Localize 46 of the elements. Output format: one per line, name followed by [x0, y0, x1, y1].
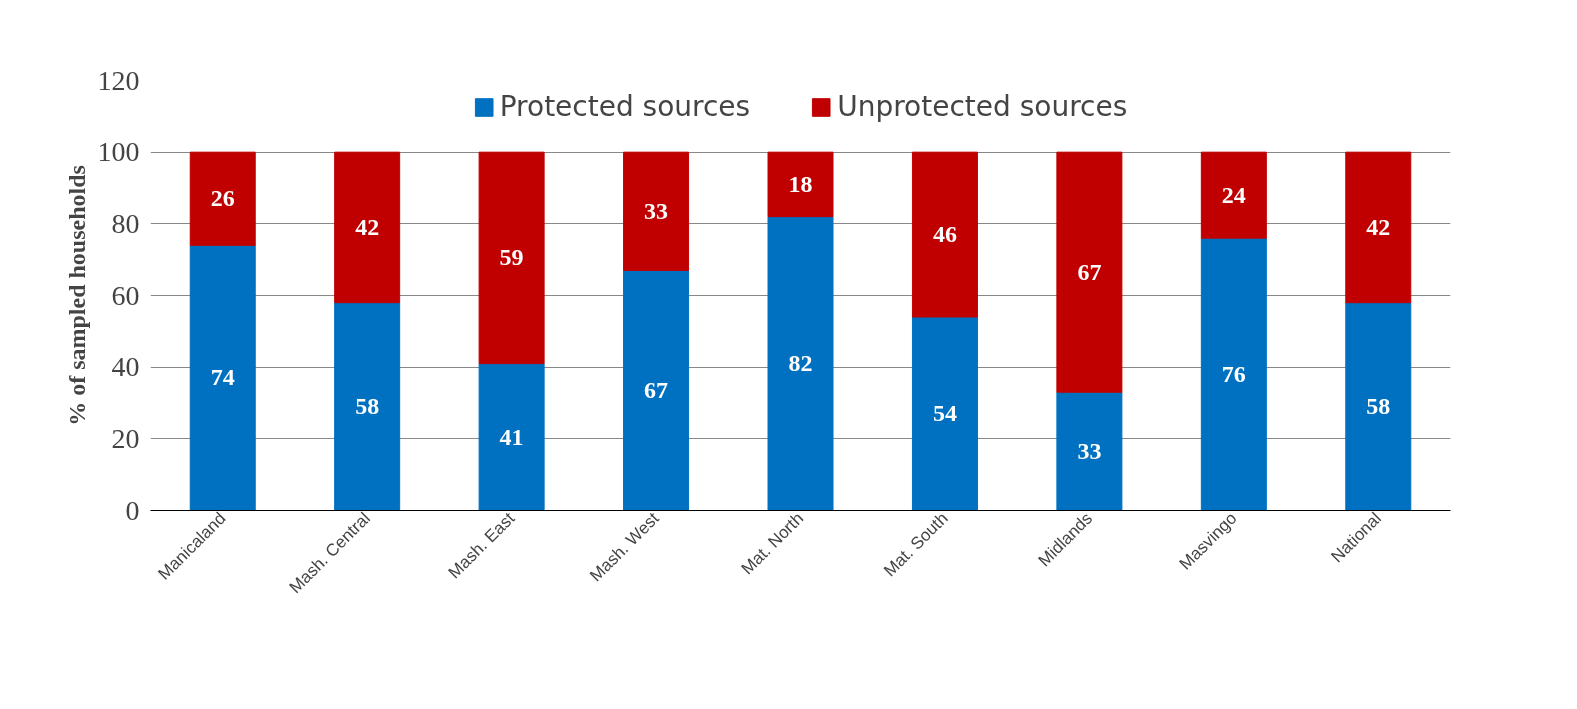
data-label: 26 [210, 185, 235, 212]
data-label: 58 [1366, 393, 1391, 420]
data-label: 76 [1221, 360, 1246, 387]
bar [334, 302, 401, 511]
data-label: 82 [788, 350, 813, 377]
data-label: 54 [932, 400, 957, 427]
bar [334, 151, 401, 304]
data-label: 59 [499, 244, 524, 271]
y-tick-label: 80 [111, 207, 140, 239]
y-tick-label: 60 [111, 279, 140, 311]
bar [1056, 391, 1123, 511]
bar [911, 151, 978, 318]
data-label: 41 [499, 423, 524, 450]
bar [623, 269, 690, 511]
data-label: 58 [355, 393, 380, 420]
data-label: 42 [1366, 213, 1391, 240]
bar [1200, 237, 1267, 511]
bar [189, 244, 256, 511]
y-tick-label: 0 [125, 494, 140, 526]
y-tick-label: 40 [111, 351, 140, 383]
data-label: 67 [1077, 258, 1102, 285]
legend-label: Unprotected sources [837, 90, 1128, 123]
bar [1345, 151, 1412, 304]
y-tick-label: 20 [111, 422, 140, 454]
bar [1056, 151, 1123, 393]
bar [1345, 302, 1412, 511]
y-axis-title: % of sampled households [63, 165, 90, 426]
data-label: 42 [355, 213, 380, 240]
bar [623, 151, 690, 271]
bar [1200, 151, 1267, 239]
bar [189, 151, 256, 246]
y-tick-label: 100 [97, 136, 140, 168]
bar [478, 363, 545, 511]
data-label: 33 [644, 197, 669, 224]
bar [911, 316, 978, 511]
y-tick-label: 120 [97, 64, 140, 96]
data-label: 67 [644, 376, 669, 403]
bar [767, 216, 834, 511]
data-label: 18 [788, 170, 813, 197]
data-label: 74 [210, 364, 235, 391]
bar [767, 151, 834, 218]
bar [478, 151, 545, 365]
data-label: 24 [1221, 181, 1246, 208]
legend-label: Protected sources [499, 90, 751, 123]
data-label: 33 [1077, 437, 1102, 464]
data-label: 46 [932, 221, 957, 248]
